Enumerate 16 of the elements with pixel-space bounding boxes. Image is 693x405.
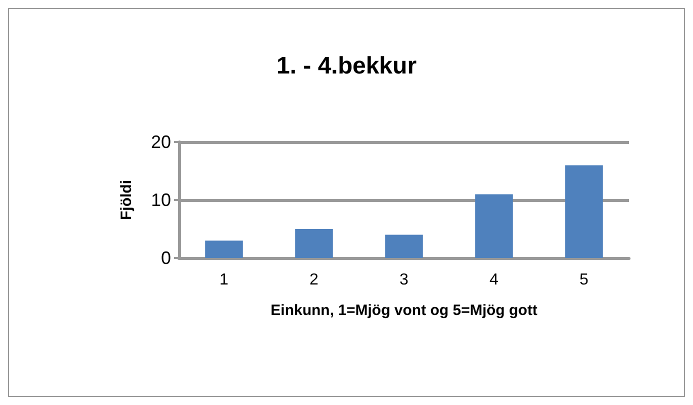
y-tick-label: 10 <box>150 190 171 210</box>
x-tick-label: 2 <box>310 272 319 288</box>
bar <box>475 194 513 258</box>
x-tick-label: 5 <box>580 272 589 288</box>
x-axis-title: Einkunn, 1=Mjög vont og 5=Mjög gott <box>270 302 538 319</box>
y-tick-label: 0 <box>160 248 171 268</box>
bar <box>205 240 243 258</box>
bar <box>565 165 603 258</box>
x-tick-label: 1 <box>220 272 229 288</box>
chart-title: 1. - 4.bekkur <box>276 52 417 80</box>
x-tick-label: 3 <box>400 272 409 288</box>
bar <box>385 234 423 258</box>
x-tick-label: 4 <box>490 272 499 288</box>
bar <box>295 229 333 258</box>
y-tick-label: 20 <box>150 132 171 152</box>
y-axis-title: Fjöldi <box>118 180 135 220</box>
